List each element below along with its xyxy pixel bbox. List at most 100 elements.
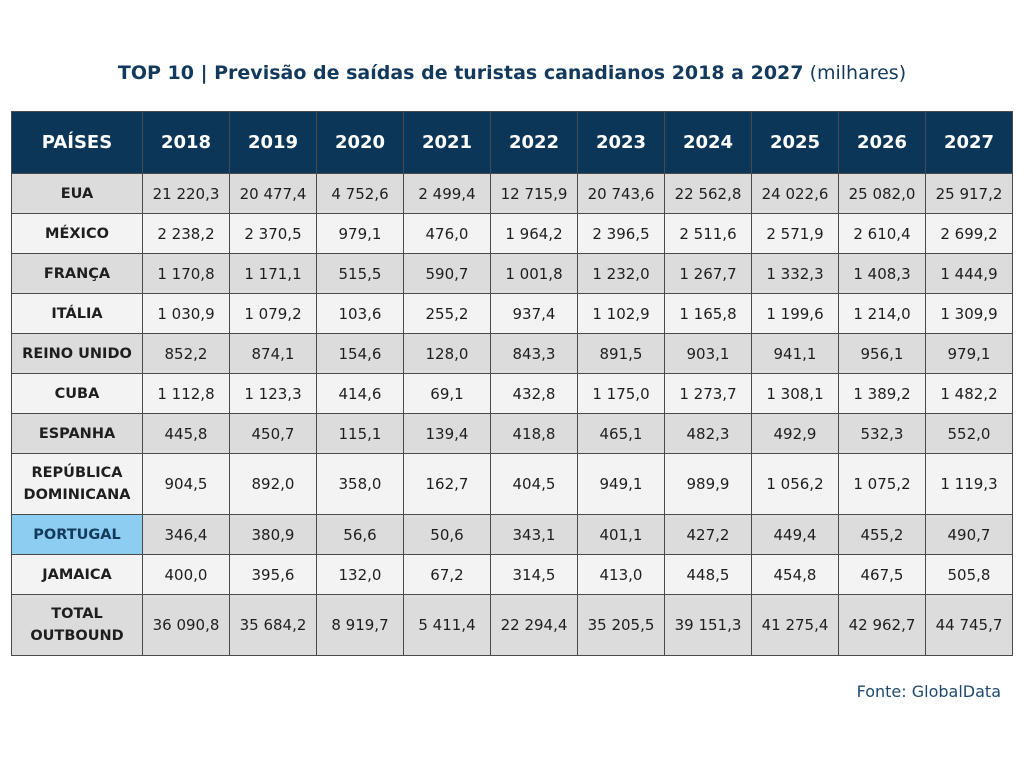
column-header-countries: PAÍSES — [11, 111, 143, 174]
value-cell: 24 022,6 — [751, 173, 839, 214]
forecast-table: PAÍSES 2018 2019 2020 2021 2022 2023 2024 2025 20… — [11, 111, 1013, 656]
value-cell: 852,2 — [142, 333, 230, 374]
value-cell: 35 205,5 — [577, 594, 665, 656]
country-cell: REINO UNIDO — [11, 333, 143, 374]
value-cell: 314,5 — [490, 554, 578, 595]
value-cell: 401,1 — [577, 514, 665, 555]
value-cell: 139,4 — [403, 413, 491, 454]
value-cell: 590,7 — [403, 253, 491, 294]
value-cell: 20 477,4 — [229, 173, 317, 214]
value-cell: 1 332,3 — [751, 253, 839, 294]
value-cell: 50,6 — [403, 514, 491, 555]
value-cell: 903,1 — [664, 333, 752, 374]
value-cell: 1 964,2 — [490, 213, 578, 254]
value-cell: 115,1 — [316, 413, 404, 454]
value-cell: 1 267,7 — [664, 253, 752, 294]
value-cell: 891,5 — [577, 333, 665, 374]
value-cell: 937,4 — [490, 293, 578, 334]
value-cell: 35 684,2 — [229, 594, 317, 656]
table-body: EUA 21 220,3 20 477,4 4 752,6 2 499,4 12 715,… — [11, 173, 1013, 656]
value-cell: 404,5 — [490, 453, 578, 515]
value-cell: 418,8 — [490, 413, 578, 454]
value-cell: 69,1 — [403, 373, 491, 414]
country-cell: REPÚBLICA DOMINICANA — [11, 453, 143, 515]
table-row: REPÚBLICA DOMINICANA 904,5 892,0 358,0 162,7… — [11, 453, 1013, 515]
table-row: ESPANHA 445,8 450,7 115,1 139,4 418,8 465,1 482… — [11, 413, 1013, 454]
value-cell: 103,6 — [316, 293, 404, 334]
country-cell: EUA — [11, 173, 143, 214]
value-cell: 2 396,5 — [577, 213, 665, 254]
value-cell: 515,5 — [316, 253, 404, 294]
value-cell: 1 112,8 — [142, 373, 230, 414]
value-cell: 1 444,9 — [925, 253, 1013, 294]
value-cell: 1 273,7 — [664, 373, 752, 414]
value-cell: 4 752,6 — [316, 173, 404, 214]
column-header-year: 2019 — [229, 111, 317, 174]
value-cell: 255,2 — [403, 293, 491, 334]
value-cell: 42 962,7 — [838, 594, 926, 656]
country-cell: ITÁLIA — [11, 293, 143, 334]
value-cell: 432,8 — [490, 373, 578, 414]
value-cell: 843,3 — [490, 333, 578, 374]
value-cell: 5 411,4 — [403, 594, 491, 656]
column-header-year: 2026 — [838, 111, 926, 174]
column-header-year: 2018 — [142, 111, 230, 174]
table-row: CUBA 1 112,8 1 123,3 414,6 69,1 432,8 1 175,0 1… — [11, 373, 1013, 414]
value-cell: 12 715,9 — [490, 173, 578, 214]
value-cell: 1 308,1 — [751, 373, 839, 414]
value-cell: 492,9 — [751, 413, 839, 454]
value-cell: 21 220,3 — [142, 173, 230, 214]
value-cell: 414,6 — [316, 373, 404, 414]
value-cell: 67,2 — [403, 554, 491, 595]
value-cell: 1 175,0 — [577, 373, 665, 414]
title-main: TOP 10 | Previsão de saídas de turistas … — [117, 62, 804, 84]
table-row: EUA 21 220,3 20 477,4 4 752,6 2 499,4 12 715,… — [11, 173, 1013, 214]
value-cell: 892,0 — [229, 453, 317, 515]
value-cell: 395,6 — [229, 554, 317, 595]
value-cell: 2 571,9 — [751, 213, 839, 254]
value-cell: 25 917,2 — [925, 173, 1013, 214]
table-row: TOTAL OUTBOUND 36 090,8 35 684,2 8 919,7 5 4… — [11, 594, 1013, 656]
value-cell: 1 075,2 — [838, 453, 926, 515]
value-cell: 476,0 — [403, 213, 491, 254]
value-cell: 941,1 — [751, 333, 839, 374]
value-cell: 39 151,3 — [664, 594, 752, 656]
value-cell: 904,5 — [142, 453, 230, 515]
value-cell: 467,5 — [838, 554, 926, 595]
value-cell: 25 082,0 — [838, 173, 926, 214]
value-cell: 358,0 — [316, 453, 404, 515]
value-cell: 8 919,7 — [316, 594, 404, 656]
value-cell: 2 511,6 — [664, 213, 752, 254]
value-cell: 2 370,5 — [229, 213, 317, 254]
value-cell: 22 294,4 — [490, 594, 578, 656]
value-cell: 20 743,6 — [577, 173, 665, 214]
country-cell: PORTUGAL — [11, 514, 143, 555]
value-cell: 1 001,8 — [490, 253, 578, 294]
value-cell: 532,3 — [838, 413, 926, 454]
value-cell: 380,9 — [229, 514, 317, 555]
value-cell: 413,0 — [577, 554, 665, 595]
value-cell: 162,7 — [403, 453, 491, 515]
table-header: PAÍSES 2018 2019 2020 2021 2022 2023 2024 2025 20… — [11, 111, 1013, 174]
column-header-year: 2021 — [403, 111, 491, 174]
value-cell: 454,8 — [751, 554, 839, 595]
value-cell: 2 499,4 — [403, 173, 491, 214]
table-row: ITÁLIA 1 030,9 1 079,2 103,6 255,2 937,4 1 102… — [11, 293, 1013, 334]
column-header-year: 2022 — [490, 111, 578, 174]
country-cell: FRANÇA — [11, 253, 143, 294]
value-cell: 2 699,2 — [925, 213, 1013, 254]
value-cell: 1 056,2 — [751, 453, 839, 515]
value-cell: 455,2 — [838, 514, 926, 555]
value-cell: 445,8 — [142, 413, 230, 454]
table-row: FRANÇA 1 170,8 1 171,1 515,5 590,7 1 001,8 1 2… — [11, 253, 1013, 294]
value-cell: 1 171,1 — [229, 253, 317, 294]
source-note: Fonte: GlobalData — [856, 682, 1001, 701]
column-header-year: 2024 — [664, 111, 752, 174]
value-cell: 22 562,8 — [664, 173, 752, 214]
value-cell: 346,4 — [142, 514, 230, 555]
value-cell: 400,0 — [142, 554, 230, 595]
value-cell: 505,8 — [925, 554, 1013, 595]
value-cell: 450,7 — [229, 413, 317, 454]
title-unit: (milhares) — [809, 62, 907, 84]
value-cell: 1 232,0 — [577, 253, 665, 294]
